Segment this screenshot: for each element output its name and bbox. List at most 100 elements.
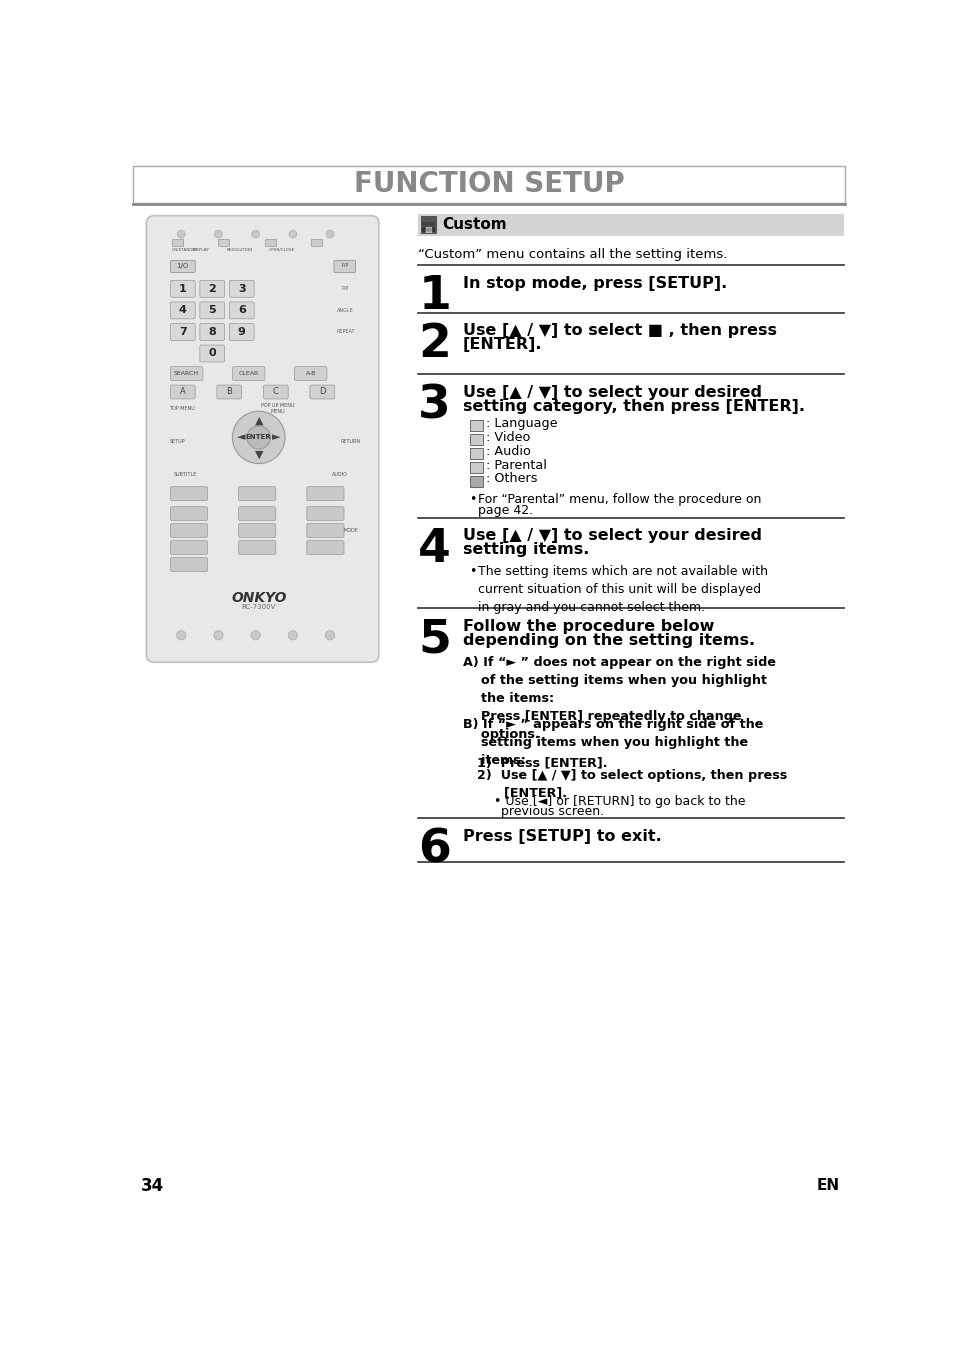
Text: 5: 5 [417, 617, 451, 663]
Text: 1: 1 [417, 274, 451, 319]
Circle shape [289, 231, 296, 239]
Text: PIP: PIP [341, 286, 349, 291]
Text: POP UP MENU
MENU: POP UP MENU MENU [261, 403, 294, 414]
Text: 0: 0 [208, 349, 215, 359]
Text: ENTER: ENTER [246, 434, 272, 441]
FancyBboxPatch shape [238, 523, 275, 538]
FancyBboxPatch shape [171, 487, 208, 500]
Text: B: B [226, 387, 232, 396]
Text: PIP: PIP [341, 263, 348, 268]
Text: Use [▲ / ▼] to select your desired: Use [▲ / ▼] to select your desired [462, 386, 760, 400]
Text: Follow the procedure below: Follow the procedure below [462, 619, 713, 634]
Text: For “Parental” menu, follow the procedure on: For “Parental” menu, follow the procedur… [477, 493, 760, 506]
Bar [417, 214, 843, 236]
FancyBboxPatch shape [199, 324, 224, 341]
FancyBboxPatch shape [199, 345, 224, 363]
Text: ON/STANDBY: ON/STANDBY [172, 248, 198, 252]
FancyBboxPatch shape [171, 386, 195, 399]
Text: ANGLE: ANGLE [336, 307, 354, 313]
Text: [ENTER].: [ENTER]. [462, 337, 541, 352]
Text: C: C [273, 387, 278, 396]
Text: ▲: ▲ [254, 415, 263, 426]
Text: 4: 4 [417, 527, 451, 572]
Text: CLEAR: CLEAR [238, 371, 258, 376]
Text: RC-7300V: RC-7300V [241, 604, 275, 609]
Bar [172, 239, 183, 247]
Text: 2)  Use [▲ / ▼] to select options, then press
      [ENTER].: 2) Use [▲ / ▼] to select options, then p… [476, 768, 786, 799]
FancyBboxPatch shape [238, 487, 275, 500]
Text: ONKYO: ONKYO [231, 590, 286, 605]
FancyBboxPatch shape [307, 523, 344, 538]
Bar [218, 239, 229, 247]
Text: Press [SETUP] to exit.: Press [SETUP] to exit. [462, 829, 660, 844]
Circle shape [177, 231, 185, 239]
Text: •: • [468, 493, 476, 506]
Text: 34: 34 [141, 1177, 164, 1194]
Bar [422, 222, 435, 226]
Text: A: A [180, 387, 186, 396]
Text: 2: 2 [417, 322, 451, 367]
Text: : Video: : Video [485, 431, 530, 443]
Text: SUBTITLE: SUBTITLE [173, 472, 196, 477]
FancyBboxPatch shape [238, 507, 275, 520]
Bar [265, 239, 275, 247]
Text: 6: 6 [417, 828, 451, 872]
Circle shape [326, 231, 334, 239]
Text: 7: 7 [179, 328, 187, 337]
Text: ◄: ◄ [237, 433, 246, 442]
FancyBboxPatch shape [171, 541, 208, 554]
Text: ▼: ▼ [254, 449, 263, 460]
Bar [470, 421, 482, 431]
FancyBboxPatch shape [171, 324, 195, 341]
Circle shape [251, 631, 260, 640]
Circle shape [176, 631, 186, 640]
FancyBboxPatch shape [171, 558, 208, 572]
FancyBboxPatch shape [307, 487, 344, 500]
Bar [470, 448, 482, 458]
Text: A-B: A-B [305, 371, 315, 376]
Bar [470, 462, 482, 473]
FancyBboxPatch shape [263, 386, 288, 399]
Text: 1)  Press [ENTER].: 1) Press [ENTER]. [476, 756, 606, 770]
Text: RETURN: RETURN [340, 438, 360, 443]
Bar [420, 217, 436, 233]
Text: REPEAT: REPEAT [336, 329, 355, 334]
FancyBboxPatch shape [334, 260, 355, 272]
FancyBboxPatch shape [199, 280, 224, 298]
Text: OPEN/CLOSE: OPEN/CLOSE [269, 248, 294, 252]
FancyBboxPatch shape [310, 386, 335, 399]
Bar [470, 476, 482, 487]
Text: In stop mode, press [SETUP].: In stop mode, press [SETUP]. [462, 276, 726, 291]
Bar [422, 228, 435, 232]
Text: ►: ► [272, 433, 280, 442]
Text: 9: 9 [237, 328, 245, 337]
FancyBboxPatch shape [307, 541, 344, 554]
Text: setting category, then press [ENTER].: setting category, then press [ENTER]. [462, 399, 803, 414]
Text: 6: 6 [237, 306, 245, 315]
Text: DISPLAY: DISPLAY [193, 248, 210, 252]
Text: A) If “► ” does not appear on the right side
    of the setting items when you h: A) If “► ” does not appear on the right … [462, 656, 775, 741]
Text: : Parental: : Parental [485, 458, 546, 472]
Text: 4: 4 [178, 306, 187, 315]
Text: SETUP: SETUP [170, 438, 185, 443]
Text: previous screen.: previous screen. [500, 806, 604, 818]
FancyBboxPatch shape [233, 367, 265, 380]
Text: RESOLUTION: RESOLUTION [226, 248, 253, 252]
FancyBboxPatch shape [199, 302, 224, 319]
Text: : Others: : Others [485, 473, 537, 485]
FancyBboxPatch shape [171, 367, 203, 380]
Circle shape [213, 631, 223, 640]
Text: 1/O: 1/O [176, 263, 189, 270]
Text: Use [▲ / ▼] to select your desired: Use [▲ / ▼] to select your desired [462, 528, 760, 543]
Text: setting items.: setting items. [462, 542, 588, 557]
Text: : Language: : Language [485, 417, 557, 430]
Circle shape [288, 631, 297, 640]
Text: TOP MENU: TOP MENU [169, 406, 194, 411]
Text: •: • [468, 565, 476, 578]
Text: 2: 2 [208, 284, 216, 294]
Text: : Audio: : Audio [485, 445, 530, 458]
Text: “Custom” menu contains all the setting items.: “Custom” menu contains all the setting i… [417, 248, 726, 262]
Text: The setting items which are not available with
current situation of this unit wi: The setting items which are not availabl… [477, 565, 767, 615]
FancyBboxPatch shape [307, 507, 344, 520]
FancyBboxPatch shape [146, 216, 378, 662]
